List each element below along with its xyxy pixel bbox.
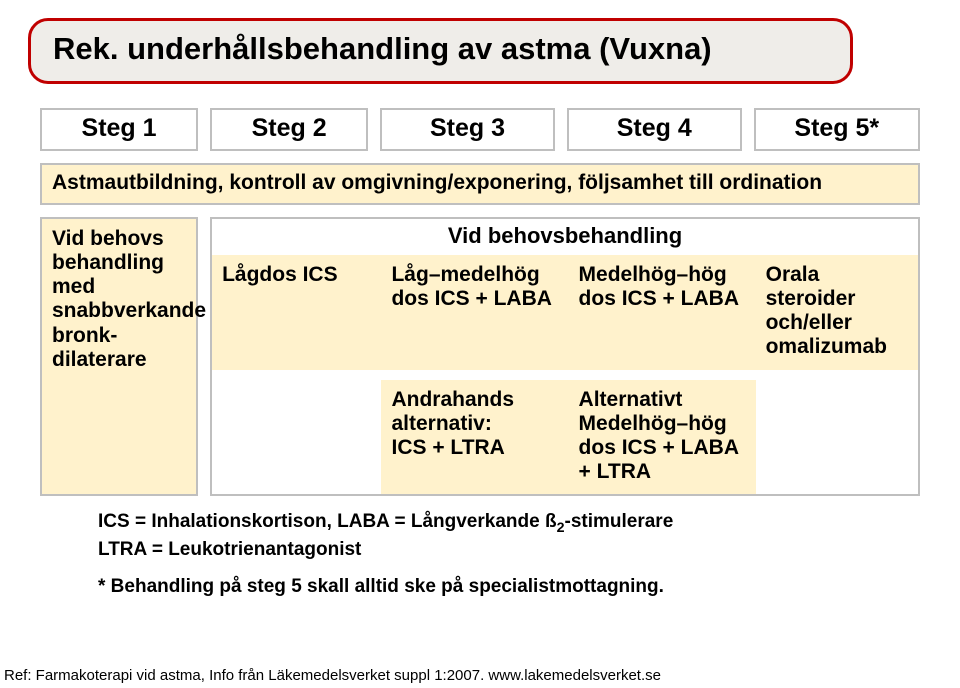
cell-col5-bottom	[756, 380, 918, 495]
footnote-specialist: * Behandling på steg 5 skall alltid ske …	[98, 575, 932, 599]
reference-line: Ref: Farmakoterapi vid astma, Info från …	[4, 667, 661, 684]
education-row: Astmautbildning, kontroll av omgivning/e…	[40, 163, 920, 205]
footnotes: ICS = Inhalationskortison, LABA = Långve…	[28, 510, 932, 599]
page: Rek. underhållsbehandling av astma (Vuxn…	[0, 0, 960, 688]
left-block: Vid behovs behandling med snabbverkande …	[40, 217, 198, 496]
title-box: Rek. underhållsbehandling av astma (Vuxn…	[28, 18, 853, 84]
inner-grid: Vid behovsbehandling Lågdos ICS Låg–mede…	[212, 219, 918, 494]
step-header-row: Steg 1 Steg 2 Steg 3 Steg 4 Steg 5*	[40, 108, 920, 151]
footnote1-part-b: -stimulerare	[565, 511, 674, 532]
cell-col3-top: Låg–medelhög dos ICS + LABA	[381, 255, 568, 370]
footnote1-part-c: LTRA = Leukotrienantagonist	[98, 539, 361, 560]
cell-col3-bottom: Andrahands alternativ: ICS + LTRA	[381, 380, 568, 495]
cell-col4-bottom: Alternativt Medelhög–hög dos ICS + LABA …	[569, 380, 756, 495]
treatment-table: Steg 1 Steg 2 Steg 3 Steg 4 Steg 5* Astm…	[28, 96, 932, 508]
education-cell: Astmautbildning, kontroll av omgivning/e…	[40, 163, 920, 205]
step-3-header: Steg 3	[380, 108, 555, 151]
cell-col2-top: Lågdos ICS	[212, 255, 381, 370]
step-1-header: Steg 1	[40, 108, 198, 151]
page-title: Rek. underhållsbehandling av astma (Vuxn…	[53, 31, 712, 66]
step-4-header: Steg 4	[567, 108, 742, 151]
banner-group-wrap: Vid behovsbehandling Lågdos ICS Låg–mede…	[210, 217, 920, 496]
step-2-header: Steg 2	[210, 108, 368, 151]
banner-group: Vid behovsbehandling Lågdos ICS Låg–mede…	[210, 217, 920, 496]
banner-heading: Vid behovsbehandling	[212, 219, 918, 255]
subscript-2: 2	[557, 520, 565, 536]
footnote1-part-a: ICS = Inhalationskortison, LABA = Långve…	[98, 511, 557, 532]
cell-col2-bottom	[212, 380, 381, 495]
cell-col4-top: Medelhög–hög dos ICS + LABA	[569, 255, 756, 370]
cell-col5-top: Orala steroider och/eller omalizumab	[756, 255, 918, 370]
footnote-abbrev: ICS = Inhalationskortison, LABA = Långve…	[98, 510, 932, 561]
step-5-header: Steg 5*	[754, 108, 920, 151]
body-row: Vid behovs behandling med snabbverkande …	[40, 217, 920, 496]
